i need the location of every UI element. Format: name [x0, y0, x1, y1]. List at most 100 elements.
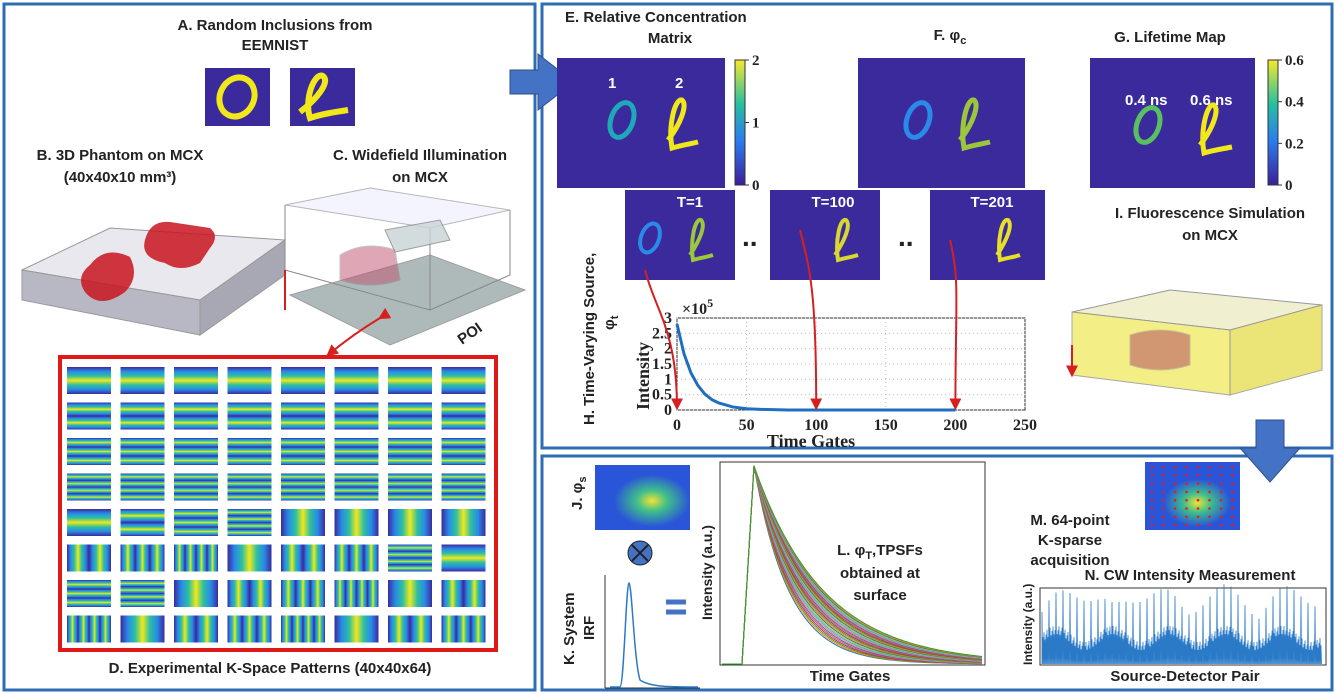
k-pattern — [281, 367, 325, 394]
scale-label: ×105 — [682, 296, 713, 318]
title-m: M. 64-point — [1030, 512, 1109, 529]
sample-point — [1162, 474, 1165, 477]
k-pattern — [335, 509, 379, 536]
lifetime-image — [1090, 58, 1255, 188]
sample-point — [1185, 524, 1188, 527]
k-pattern — [335, 474, 379, 501]
k-pattern — [281, 616, 325, 643]
title-f: F. φ — [934, 27, 961, 44]
colorbar-tick-label: 0 — [752, 178, 760, 194]
sample-point — [1151, 507, 1154, 510]
colorbar-fill — [735, 60, 745, 185]
cw-trace — [1042, 584, 1322, 664]
sample-point — [1197, 499, 1200, 502]
title-f: F. φc — [934, 27, 967, 47]
sample-point — [1174, 516, 1177, 519]
inclusion-label: 1 — [608, 75, 616, 92]
poi-label: POI — [455, 320, 486, 349]
title-e: Matrix — [648, 30, 693, 47]
irf-axes — [605, 575, 700, 688]
equals-sign — [666, 602, 686, 612]
svg-text:..: .. — [742, 221, 758, 252]
k-pattern — [121, 545, 165, 572]
k-pattern — [335, 580, 379, 607]
k-pattern — [442, 509, 486, 536]
title-b: (40x40x10 mm³) — [64, 169, 177, 186]
title-h: φt — [601, 315, 621, 330]
k-pattern — [228, 509, 272, 536]
sample-point — [1220, 482, 1223, 485]
title-j: J. φ — [569, 482, 586, 510]
sample-point — [1151, 474, 1154, 477]
k-pattern — [174, 509, 218, 536]
sample-point — [1185, 491, 1188, 494]
colorbar-tick-label: 1 — [752, 116, 760, 132]
phi-c-image — [858, 58, 1025, 188]
sample-point — [1220, 499, 1223, 502]
sample-point — [1197, 466, 1200, 469]
sample-point — [1208, 482, 1211, 485]
k-pattern — [121, 580, 165, 607]
symbol: φ — [601, 319, 618, 330]
sample-point — [1197, 516, 1200, 519]
k-pattern — [388, 545, 432, 572]
sample-point — [1174, 491, 1177, 494]
colorbar-tick-label: 0.6 — [1285, 53, 1304, 69]
k-pattern — [335, 616, 379, 643]
title-l: surface — [853, 587, 906, 604]
sample-point — [1208, 524, 1211, 527]
colorbar-fill — [1268, 60, 1278, 185]
title-h: H. Time-Varying Source, — [581, 253, 598, 425]
x-tick-label: 250 — [1013, 417, 1037, 434]
irf-curve — [610, 583, 698, 687]
phi-s-image — [595, 465, 690, 530]
k-pattern — [67, 545, 111, 572]
phantom — [22, 222, 285, 335]
y-tick-label: 0 — [664, 402, 672, 419]
sample-point — [1208, 474, 1211, 477]
concentration-image — [557, 58, 725, 188]
frame-label: T=1 — [677, 194, 703, 211]
cw-spikes — [1042, 584, 1322, 664]
x-tick-label: 50 — [739, 417, 755, 434]
sample-point — [1197, 474, 1200, 477]
k-pattern — [442, 545, 486, 572]
sample-point — [1231, 474, 1234, 477]
sample-point — [1162, 466, 1165, 469]
k-pattern — [388, 616, 432, 643]
title-n: N. CW Intensity Measurement — [1085, 567, 1296, 584]
k-pattern — [228, 438, 272, 465]
title-k: IRF — [581, 616, 598, 640]
k-pattern — [228, 474, 272, 501]
sample-point — [1185, 507, 1188, 510]
k-pattern — [335, 438, 379, 465]
k-pattern — [174, 403, 218, 430]
sample-point — [1162, 516, 1165, 519]
k-pattern — [228, 367, 272, 394]
title-l: L. φ — [837, 542, 865, 559]
sample-point — [1220, 507, 1223, 510]
sample-point — [1208, 507, 1211, 510]
sample-point — [1208, 466, 1211, 469]
sample-point — [1162, 482, 1165, 485]
sample-point — [1208, 499, 1211, 502]
sample-point — [1231, 491, 1234, 494]
illumination-box — [285, 188, 525, 345]
sample-point — [1185, 466, 1188, 469]
k-pattern — [228, 403, 272, 430]
sample-point — [1162, 524, 1165, 527]
k-pattern — [281, 509, 325, 536]
scale-label: ×10 — [682, 301, 707, 318]
colorbar-tick-label: 0.4 — [1285, 95, 1304, 111]
title-i: I. Fluorescence Simulation — [1115, 205, 1305, 222]
title-g: G. Lifetime Map — [1114, 29, 1226, 46]
k-pattern — [388, 509, 432, 536]
subscript: t — [609, 315, 621, 319]
title-b: B. 3D Phantom on MCX — [37, 147, 204, 164]
k-pattern — [335, 367, 379, 394]
title-l: L. φT,TPSFs — [837, 542, 923, 562]
x-tick-label: 200 — [943, 417, 967, 434]
k-pattern — [388, 438, 432, 465]
k-pattern — [121, 438, 165, 465]
title-c: C. Widefield Illumination — [333, 147, 507, 164]
